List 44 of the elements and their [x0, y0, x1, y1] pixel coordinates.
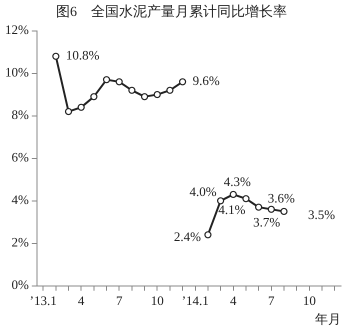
point	[78, 104, 85, 111]
x-tick-label: ’13.1	[30, 293, 57, 308]
data-label: 4.3%	[224, 174, 251, 189]
y-tick-label: 10%	[4, 64, 29, 80]
data-label: 4.1%	[218, 202, 246, 218]
point	[154, 90, 161, 98]
data-label: 2.4%	[174, 229, 202, 244]
y-tick-label: 12%	[4, 22, 29, 38]
x-axis-title: 年月	[315, 312, 341, 327]
x-tick-label: 10	[302, 293, 316, 308]
x-tick-label: 7	[268, 293, 276, 308]
point	[280, 208, 288, 216]
chart-title: 图6 全国水泥产量月累计同比增长率	[56, 4, 287, 20]
point	[102, 76, 110, 84]
point	[64, 108, 72, 116]
point	[128, 86, 136, 94]
point	[52, 52, 60, 60]
point	[242, 195, 250, 202]
y-tick-label: 6%	[11, 150, 29, 165]
data-label: 3.5%	[308, 206, 336, 222]
x-tick-label: 4	[78, 293, 85, 308]
data-label: 3.7%	[253, 214, 280, 230]
x-tick-label: 10	[150, 293, 164, 308]
x-tick-label: 7	[116, 293, 123, 308]
point	[204, 231, 212, 238]
y-tick-label: 8%	[11, 107, 29, 122]
point	[116, 78, 123, 86]
point	[230, 190, 237, 198]
data-label: 10.8%	[66, 48, 100, 63]
point	[90, 93, 98, 100]
point	[268, 206, 275, 213]
point	[255, 204, 262, 211]
data-label: 3.6%	[268, 190, 295, 206]
data-label: 9.6%	[192, 73, 220, 88]
y-tick-label: 2%	[11, 234, 29, 250]
data-label: 4.0%	[190, 184, 217, 200]
point	[217, 197, 224, 204]
point	[140, 93, 148, 100]
point	[178, 78, 186, 86]
x-tick-label: ’14.1	[182, 293, 209, 308]
y-tick-label: 0%	[11, 277, 29, 292]
point	[166, 86, 174, 94]
x-tick-label: 4	[230, 293, 238, 308]
y-tick-label: 4%	[11, 192, 29, 208]
